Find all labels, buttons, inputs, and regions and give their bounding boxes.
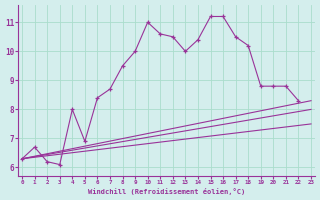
X-axis label: Windchill (Refroidissement éolien,°C): Windchill (Refroidissement éolien,°C)	[88, 188, 245, 195]
